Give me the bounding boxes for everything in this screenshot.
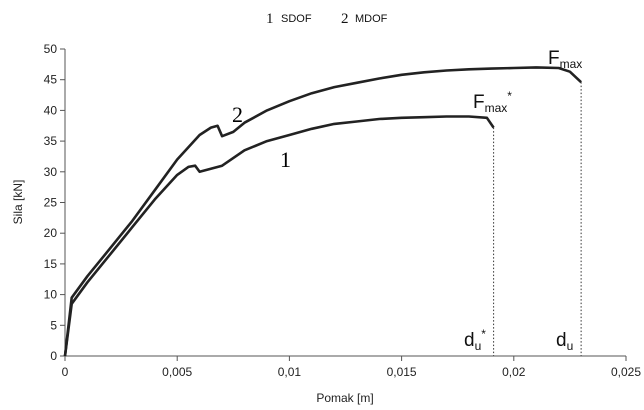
curve-label-1: 1 <box>280 147 291 172</box>
y-tick-label: 40 <box>44 103 58 117</box>
legend-number-2: 2 <box>341 11 349 27</box>
curve-label-2: 2 <box>232 102 243 127</box>
du-star-sup: * <box>481 327 486 341</box>
y-tick-label: 10 <box>44 288 58 302</box>
x-ticks: 0 0,005 0,01 0,015 0,02 0,025 <box>62 356 641 379</box>
fmax-star-sub: max <box>485 101 508 115</box>
fmax-star-base: F <box>473 92 485 113</box>
du-star-base: d <box>464 330 475 351</box>
x-tick-label: 0,02 <box>502 365 526 379</box>
fmax-star-sup: * <box>507 89 512 103</box>
du-sub: u <box>567 339 574 353</box>
du-base: d <box>556 330 567 351</box>
legend-label-sdof: SDOF <box>281 13 312 25</box>
y-tick-label: 15 <box>44 257 58 271</box>
du-label: du <box>556 330 573 353</box>
legend: 1 SDOF 2 MDOF <box>266 11 388 27</box>
x-tick-label: 0,015 <box>387 365 417 379</box>
du-star-sub: u <box>475 339 482 353</box>
y-tick-label: 5 <box>50 318 57 332</box>
x-axis-title: Pomak [m] <box>316 391 373 405</box>
y-tick-label: 35 <box>44 134 58 148</box>
legend-label-mdof: MDOF <box>355 13 388 25</box>
fmax-base: F <box>548 48 560 69</box>
y-tick-label: 25 <box>44 196 58 210</box>
y-tick-label: 0 <box>50 349 57 363</box>
x-tick-label: 0,005 <box>162 365 192 379</box>
x-tick-label: 0,01 <box>278 365 302 379</box>
du-star-label: du* <box>464 327 486 353</box>
x-tick-label: 0,025 <box>611 365 641 379</box>
series-1-sdof-line <box>63 115 495 357</box>
y-axis-title: Sila [kN] <box>11 180 25 225</box>
fmax-sub: max <box>560 57 583 71</box>
y-tick-label: 45 <box>44 73 58 87</box>
y-tick-label: 20 <box>44 226 58 240</box>
y-ticks: 0 5 10 15 20 25 30 35 40 45 50 <box>44 42 65 363</box>
x-tick-label: 0 <box>62 365 69 379</box>
y-tick-label: 50 <box>44 42 58 56</box>
y-tick-label: 30 <box>44 165 58 179</box>
fmax-star-label: Fmax* <box>473 89 512 115</box>
legend-number-1: 1 <box>266 11 274 27</box>
series-2-mdof-line <box>63 66 582 357</box>
fmax-label: Fmax <box>548 48 582 71</box>
